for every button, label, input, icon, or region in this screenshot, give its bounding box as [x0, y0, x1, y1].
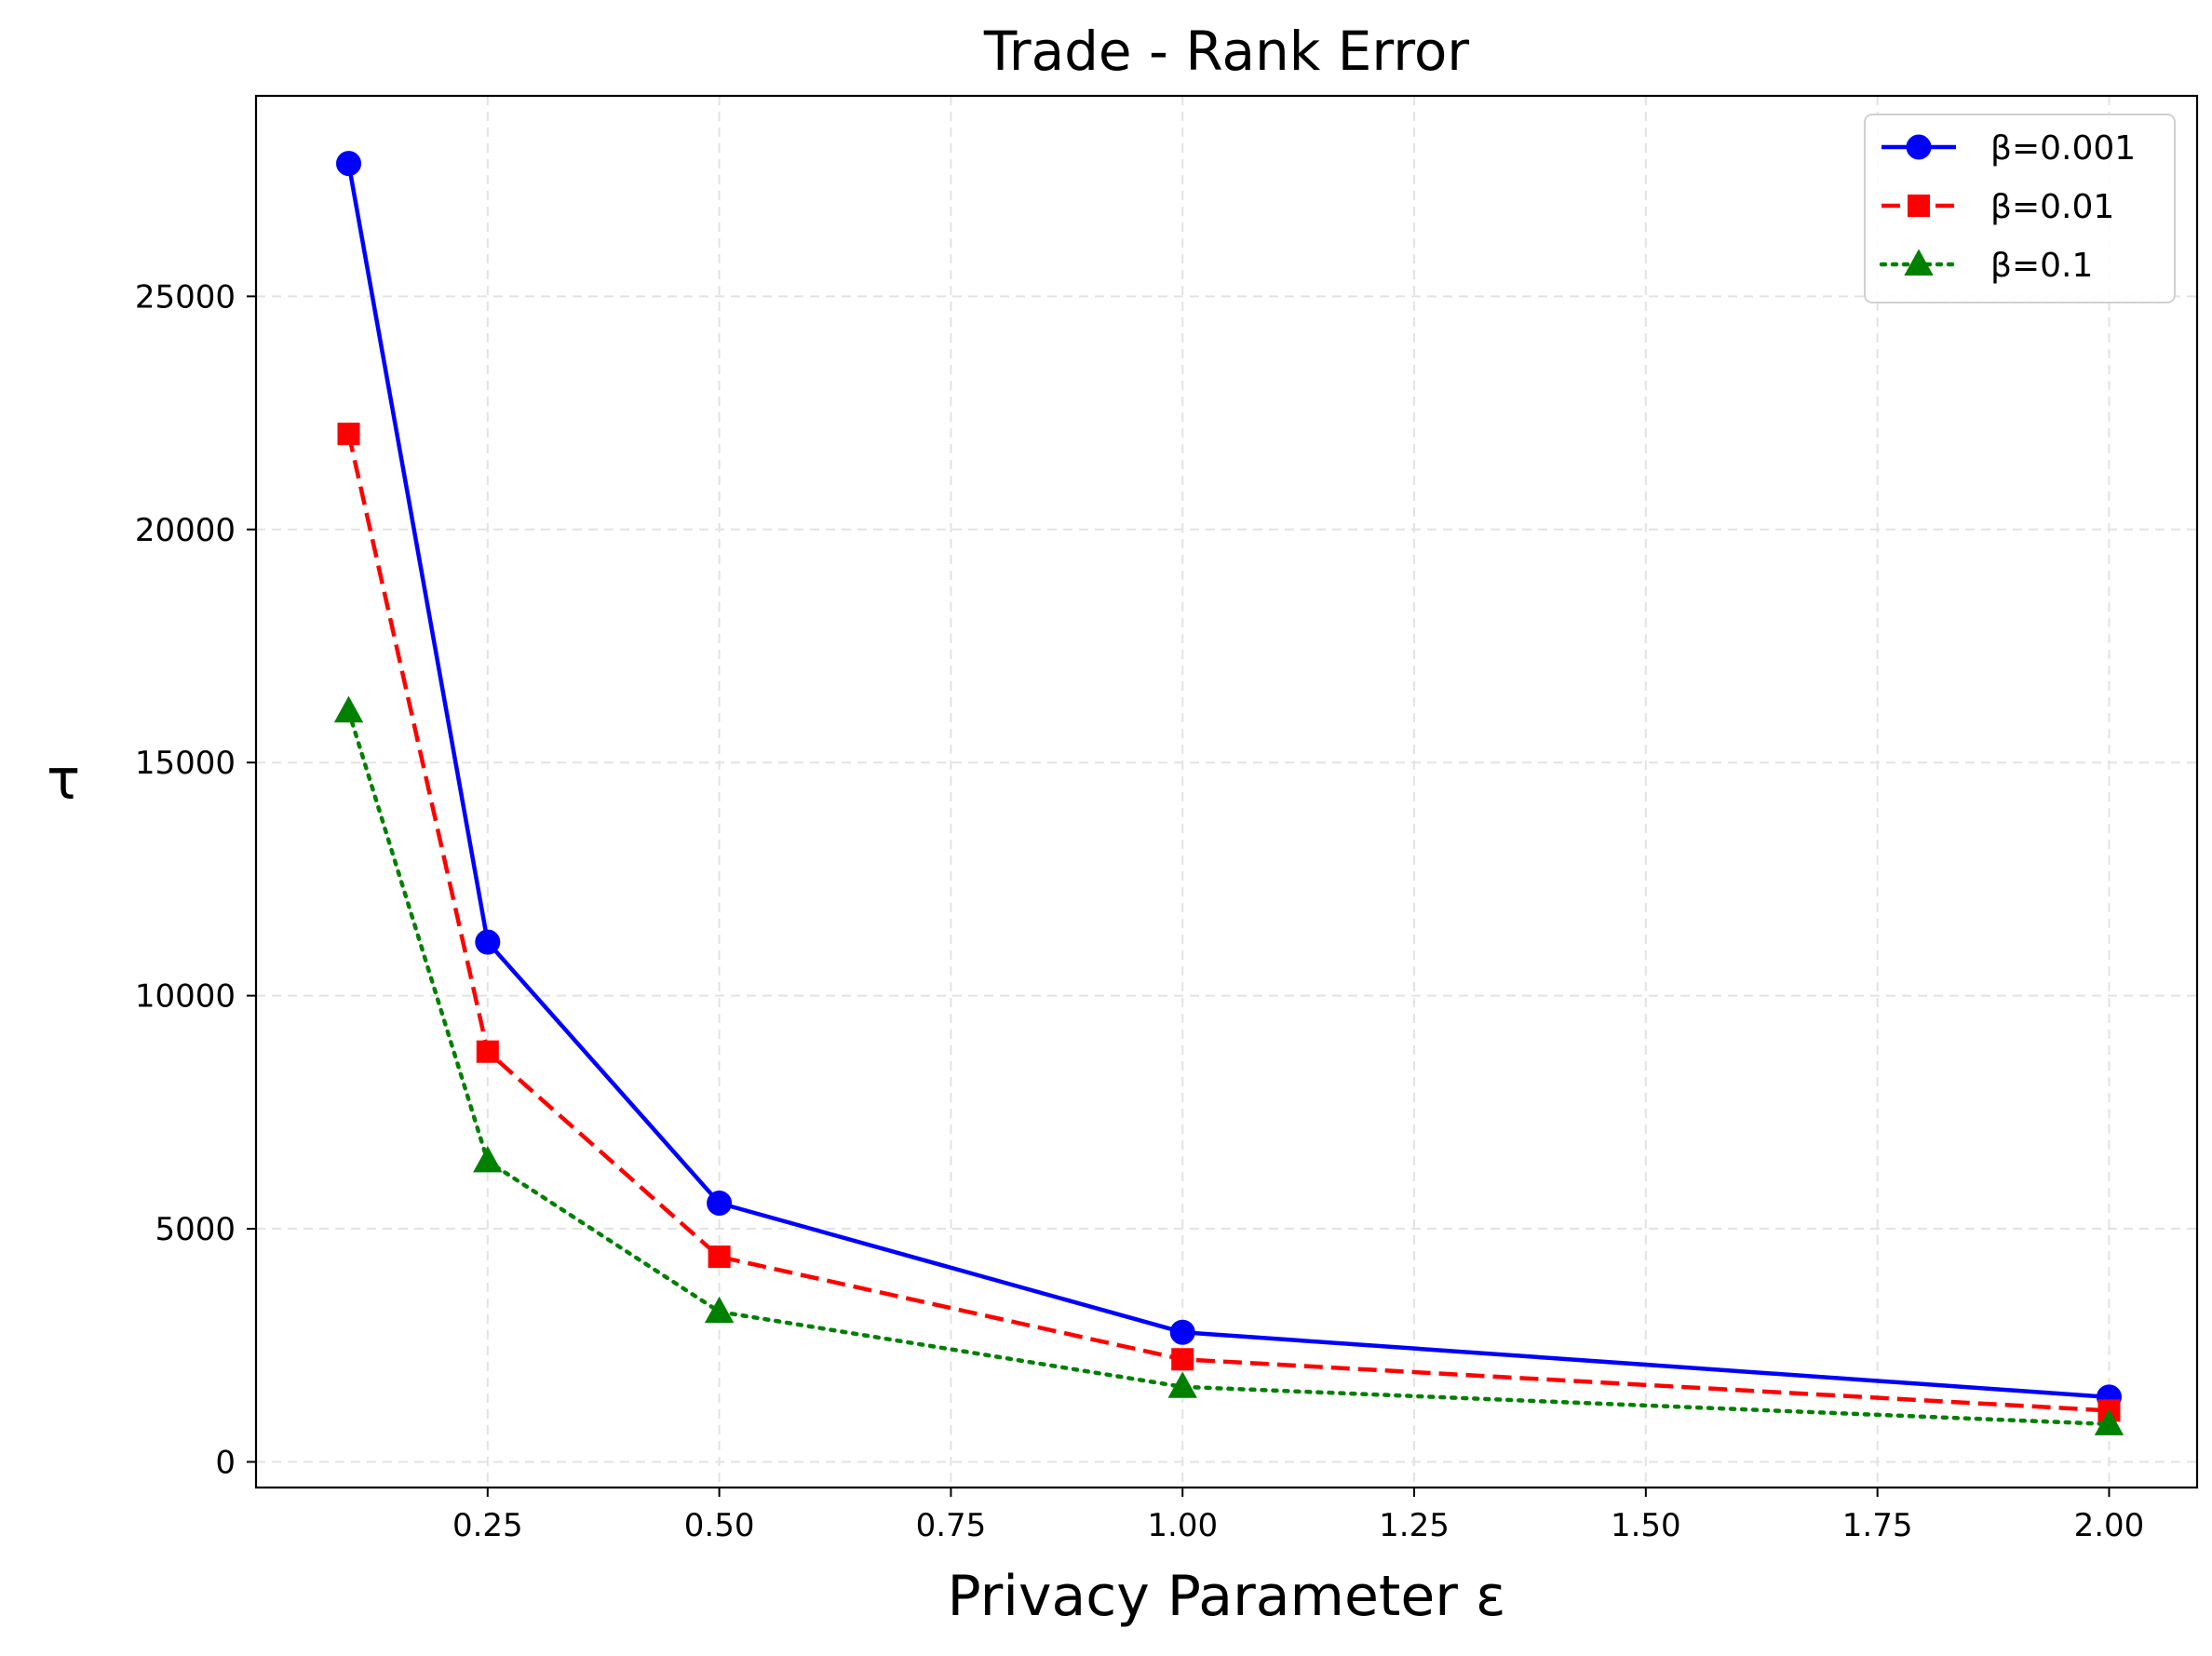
series-3	[333, 695, 2124, 1435]
data-point	[2094, 1408, 2124, 1435]
legend-label: β=0.001	[1990, 129, 2136, 168]
data-point	[336, 151, 362, 177]
y-tick-label: 10000	[135, 978, 236, 1016]
y-axis-label: τ	[47, 747, 80, 813]
legend-box	[1864, 114, 2176, 303]
y-tick-label: 5000	[155, 1211, 236, 1248]
legend: β=0.001 β=0.01 β=0.1	[1864, 114, 2176, 303]
chart-title: Trade - Rank Error	[983, 20, 1469, 83]
y-tick-label: 15000	[135, 745, 236, 782]
data-point	[704, 1296, 735, 1324]
data-series	[333, 151, 2124, 1435]
data-point	[337, 423, 360, 446]
series-line	[346, 433, 2110, 1413]
legend-label: β=0.1	[1990, 247, 2093, 285]
data-point	[475, 929, 501, 955]
x-tick-label: 1.00	[1147, 1507, 1218, 1544]
data-point	[708, 1245, 731, 1269]
legend-marker	[1904, 249, 1934, 276]
y-tick-label: 25000	[135, 278, 236, 316]
x-tick-label: 0.50	[684, 1507, 755, 1544]
x-tick-label: 0.25	[452, 1507, 523, 1544]
x-tick-label: 2.00	[2074, 1507, 2145, 1544]
data-point	[707, 1190, 733, 1216]
data-point	[333, 695, 364, 723]
data-point	[473, 1145, 503, 1173]
plot-frame	[254, 94, 2199, 1489]
x-tick-label: 1.50	[1611, 1507, 1681, 1544]
data-point	[1167, 1371, 1197, 1398]
legend-label: β=0.01	[1990, 188, 2114, 226]
series-2	[337, 423, 2121, 1422]
x-tick-label: 1.25	[1379, 1507, 1450, 1544]
y-tick-label: 20000	[135, 512, 236, 549]
y-tick-label: 0	[215, 1444, 236, 1481]
data-point	[1169, 1319, 1195, 1345]
data-point	[1171, 1348, 1194, 1371]
legend-marker	[1906, 134, 1932, 160]
axis-ticks: 0.25 0.50 0.75 1.00 1.25 1.50 1.75 2.00 0 5000 100…	[135, 278, 2144, 1544]
grid	[256, 96, 2197, 1488]
x-tick-label: 1.75	[1842, 1507, 1913, 1544]
x-tick-label: 0.75	[916, 1507, 987, 1544]
data-point	[476, 1040, 499, 1063]
x-axis-label: Privacy Parameter ε	[948, 1564, 1506, 1629]
legend-marker	[1907, 194, 1931, 218]
